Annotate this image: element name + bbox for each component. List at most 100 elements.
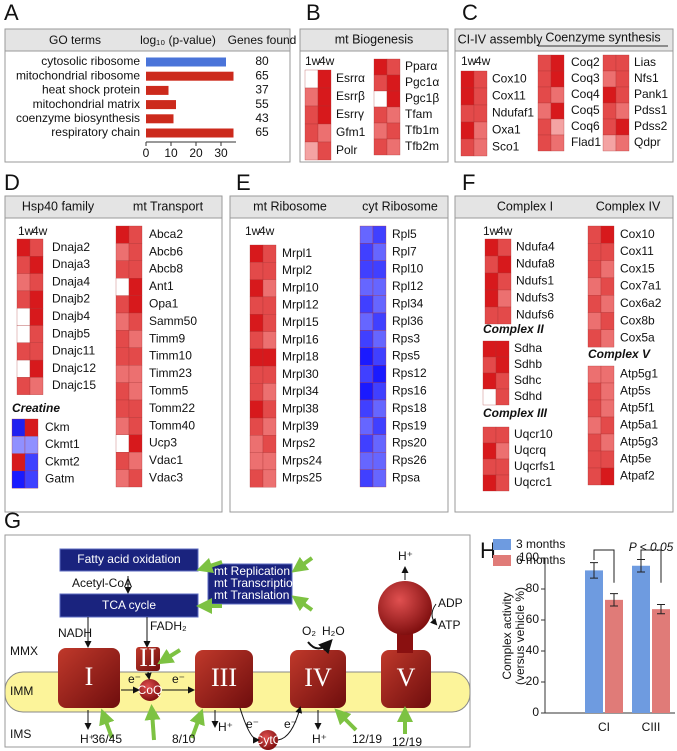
heat-cell xyxy=(497,306,512,325)
gene-label: Tomm22 xyxy=(149,401,195,415)
gene-label: Dnaja3 xyxy=(52,257,90,271)
gene-label: Pank1 xyxy=(634,87,668,101)
y-axis-label: (versus vehicle %) xyxy=(513,587,527,685)
gene-label: Opa1 xyxy=(149,296,179,310)
heat-cell xyxy=(600,243,615,261)
gene-label: Ckmt1 xyxy=(45,437,80,451)
gene-label: Coq6 xyxy=(571,119,600,133)
heat-cell xyxy=(615,118,630,136)
gene-label: Cox11 xyxy=(492,89,526,103)
heat-cell xyxy=(373,58,388,76)
heat-cell xyxy=(128,295,143,314)
gene-label: Uqcrfs1 xyxy=(514,459,556,473)
panel-label: E xyxy=(236,170,251,195)
gene-label: Rps5 xyxy=(392,349,420,363)
heat-cell xyxy=(615,134,630,152)
heat-cell xyxy=(497,238,512,257)
heat-cell xyxy=(262,452,277,471)
heat-cell xyxy=(249,348,264,367)
heat-cell xyxy=(115,225,130,244)
atp-label: ATP xyxy=(438,618,460,632)
legend-swatch xyxy=(493,539,511,550)
gene-label: Timm9 xyxy=(149,331,186,345)
gene-label: Pgc1β xyxy=(405,91,439,105)
gene-label: Esrrβ xyxy=(336,89,365,103)
heat-cell xyxy=(24,470,39,489)
gene-label: Rps16 xyxy=(392,383,427,397)
heat-cell xyxy=(372,452,387,470)
panel-label: D xyxy=(4,170,20,195)
gene-label: Dnaja2 xyxy=(52,240,90,254)
gene-label: Abcb6 xyxy=(149,244,183,258)
heat-cell xyxy=(495,372,510,390)
heat-cell xyxy=(484,289,499,308)
heat-cell xyxy=(304,123,319,143)
complex xyxy=(136,647,160,671)
heat-cell xyxy=(249,417,264,436)
heat-cell xyxy=(495,442,510,460)
timepoint-label: 1w xyxy=(461,54,477,68)
heat-cell xyxy=(372,399,387,418)
heat-cell xyxy=(602,134,617,152)
y-tick-label: 20 xyxy=(526,674,540,688)
heat-cell xyxy=(16,342,31,361)
heat-cell xyxy=(128,382,143,401)
genes-found: 65 xyxy=(255,68,269,82)
complex xyxy=(195,650,253,708)
electron-label: e⁻ xyxy=(246,717,259,731)
heat-cell xyxy=(29,325,44,343)
y-axis-label: Complex activity xyxy=(500,592,514,679)
heat-cell xyxy=(373,106,388,124)
heat-cell xyxy=(128,243,143,261)
heat-cell xyxy=(29,342,44,361)
group-title: Complex V xyxy=(588,347,651,361)
heat-cell xyxy=(495,388,510,406)
heat-cell xyxy=(249,331,264,349)
gene-label: Oxa1 xyxy=(492,123,521,137)
complex xyxy=(381,650,431,708)
bar xyxy=(146,71,234,81)
error-bar xyxy=(657,604,665,615)
heat-cell xyxy=(262,365,277,384)
proton-label: H⁺ xyxy=(218,720,233,734)
heat-cell xyxy=(128,260,143,279)
gene-label: Mrpl1 xyxy=(282,246,312,260)
panel-header xyxy=(229,195,449,219)
gene-label: Pdss2 xyxy=(634,119,668,133)
bar xyxy=(146,100,176,110)
complex xyxy=(58,648,120,708)
heat-cell xyxy=(372,260,387,279)
heat-cell xyxy=(587,295,602,313)
gene-label: Cox8b xyxy=(620,313,655,327)
pathway-label: NADH xyxy=(58,626,92,640)
heat-cell xyxy=(249,244,264,263)
heat-cell xyxy=(587,329,602,348)
heat-cell xyxy=(497,272,512,291)
gene-label: Cox15 xyxy=(620,261,655,275)
heat-cell xyxy=(372,330,387,348)
heat-cell xyxy=(372,225,387,244)
gene-label: Rps26 xyxy=(392,453,427,467)
heat-cell xyxy=(11,453,26,472)
panel-header: Hsp40 family xyxy=(22,199,95,213)
gene-label: Coq3 xyxy=(571,71,600,85)
bar xyxy=(146,57,226,67)
gene-label: Ant1 xyxy=(149,279,174,293)
x-tick-label: 30 xyxy=(214,146,228,160)
panel-header: CI-IV assembly xyxy=(458,32,543,46)
error-bar xyxy=(590,562,598,579)
heat-cell xyxy=(372,312,387,331)
heat-cell xyxy=(600,277,615,296)
proton-label: H⁺ xyxy=(312,732,327,746)
genes-found: 37 xyxy=(255,83,269,97)
heat-cell xyxy=(249,314,264,332)
column-header: GO terms xyxy=(49,33,101,47)
heat-cell xyxy=(29,290,44,309)
panel-label: H xyxy=(480,538,496,563)
regulation-box xyxy=(207,563,293,605)
heat-cell xyxy=(372,382,387,401)
gene-label: Ndufs3 xyxy=(516,291,554,305)
gene-label: Lias xyxy=(634,55,656,69)
electron-label: e⁻ xyxy=(128,672,141,686)
pathway-label: TCA cycle xyxy=(102,598,156,612)
